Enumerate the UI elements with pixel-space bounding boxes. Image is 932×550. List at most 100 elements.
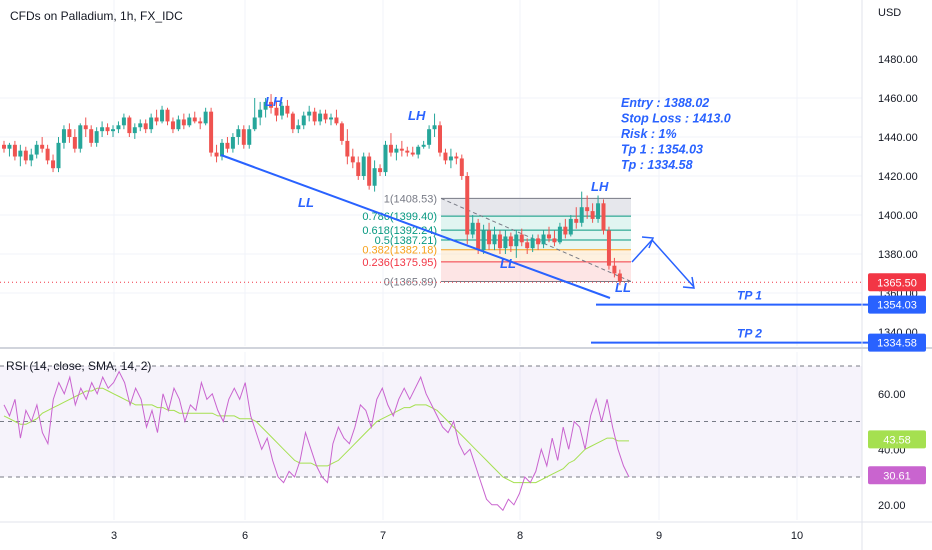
rsi-title: RSI (14, close, SMA, 14, 2) — [6, 359, 151, 373]
candle-body — [334, 117, 339, 124]
candle-body — [617, 273, 622, 282]
candle-body — [410, 152, 415, 155]
rsi-badge-bg — [868, 466, 926, 485]
time-tick-label: 6 — [242, 530, 248, 542]
chart-title: CFDs on Palladium, 1h, FX_IDC — [10, 9, 183, 23]
candle-body — [547, 234, 551, 239]
candle-body — [67, 129, 72, 137]
candle-body — [503, 236, 508, 249]
candle-body — [323, 113, 328, 120]
time-tick-label: 10 — [791, 530, 803, 542]
candle-body — [329, 117, 333, 120]
rsi-ma-badge-bg — [868, 430, 926, 449]
candle-body — [530, 238, 535, 249]
rsi-badge: 30.61 — [883, 470, 911, 482]
tp1-label: TP 1 — [737, 289, 762, 303]
rsi-tick-label: 20.00 — [878, 500, 906, 512]
candle-body — [514, 234, 519, 247]
candle-body — [470, 222, 475, 235]
candle-body — [263, 101, 268, 110]
candle-body — [307, 111, 312, 116]
candle-body — [29, 154, 34, 161]
fib-level-label: 0(1365.89) — [384, 277, 437, 289]
fib-zone — [441, 230, 631, 240]
wave-label: LL — [298, 195, 314, 210]
drawings-layer[interactable] — [0, 154, 868, 344]
arrow-head-down — [682, 276, 695, 289]
candle-body — [301, 115, 306, 126]
candle-body — [568, 218, 573, 235]
candle-body — [12, 144, 17, 157]
candle-body — [220, 142, 224, 157]
time-tick-label: 3 — [111, 530, 117, 542]
fib-level-label: 0.382(1382.18) — [362, 245, 437, 257]
candle-body — [438, 125, 442, 153]
candle-body — [585, 207, 590, 212]
candle-body — [290, 113, 295, 130]
tp1-price-badge: 1354.03 — [877, 300, 917, 312]
candle-body — [497, 234, 502, 249]
candle-body — [574, 218, 579, 223]
candle-body — [187, 117, 192, 126]
candle-body — [274, 107, 279, 116]
candle-body — [247, 129, 252, 145]
candle-body — [339, 123, 344, 141]
fib-zone — [441, 239, 631, 250]
down-trendline[interactable] — [220, 154, 611, 299]
candle-body — [372, 168, 377, 186]
candle-body — [34, 144, 39, 155]
candle-body — [105, 127, 110, 132]
candle-body — [40, 144, 45, 149]
candle-body — [454, 156, 459, 159]
candle-body — [378, 168, 383, 173]
candle-body — [132, 127, 137, 134]
candle-body — [121, 117, 126, 126]
price-tick-label: 1480.00 — [878, 54, 918, 66]
candle-body — [367, 156, 372, 186]
tp1-price-badge-bg — [868, 295, 926, 314]
candle-body — [214, 152, 219, 157]
trade-annotation-line: Risk : 1% — [621, 127, 677, 141]
fibonacci-retracement[interactable]: 1(1408.53)0.786(1399.40)0.618(1392.24)0.… — [362, 193, 632, 289]
candle-body — [557, 226, 562, 243]
trade-annotation-line: Tp 1 : 1354.03 — [621, 143, 703, 157]
candle-body — [590, 211, 595, 219]
candle-body — [361, 156, 366, 176]
candle-body — [432, 125, 437, 130]
candle-body — [78, 125, 83, 149]
candle-body — [138, 123, 143, 128]
candle-body — [2, 144, 6, 149]
candle-body — [525, 242, 530, 249]
candle-body — [388, 144, 393, 153]
candle-body — [7, 144, 12, 149]
price-tick-label: 1440.00 — [878, 132, 918, 144]
candle-body — [405, 150, 410, 153]
candle-body — [203, 111, 208, 124]
candle-body — [612, 265, 617, 274]
candle-body — [18, 150, 23, 157]
candle-body — [356, 162, 361, 176]
price-tick-label: 1460.00 — [878, 93, 918, 105]
fib-level-label: 0.236(1375.95) — [362, 257, 437, 269]
candle-body — [448, 156, 453, 161]
candle-body — [51, 160, 56, 169]
candle-body — [241, 129, 246, 145]
candle-body — [154, 117, 159, 122]
candle-body — [236, 129, 241, 137]
candle-body — [345, 140, 350, 157]
candle-body — [285, 105, 290, 114]
candle-body — [252, 117, 257, 130]
candle-body — [83, 125, 88, 130]
last-price-badge-bg — [868, 273, 926, 292]
wave-label: LH — [265, 94, 283, 109]
candle-body — [519, 234, 524, 243]
rsi-ma-badge: 43.58 — [883, 434, 911, 446]
trade-annotation-line: Stop Loss : 1413.0 — [621, 112, 731, 126]
candle-body — [56, 142, 61, 169]
candle-body — [394, 148, 399, 153]
tp2-price-badge: 1334.58 — [877, 338, 917, 350]
rsi-line — [3, 370, 630, 512]
time-tick-label: 8 — [517, 530, 523, 542]
